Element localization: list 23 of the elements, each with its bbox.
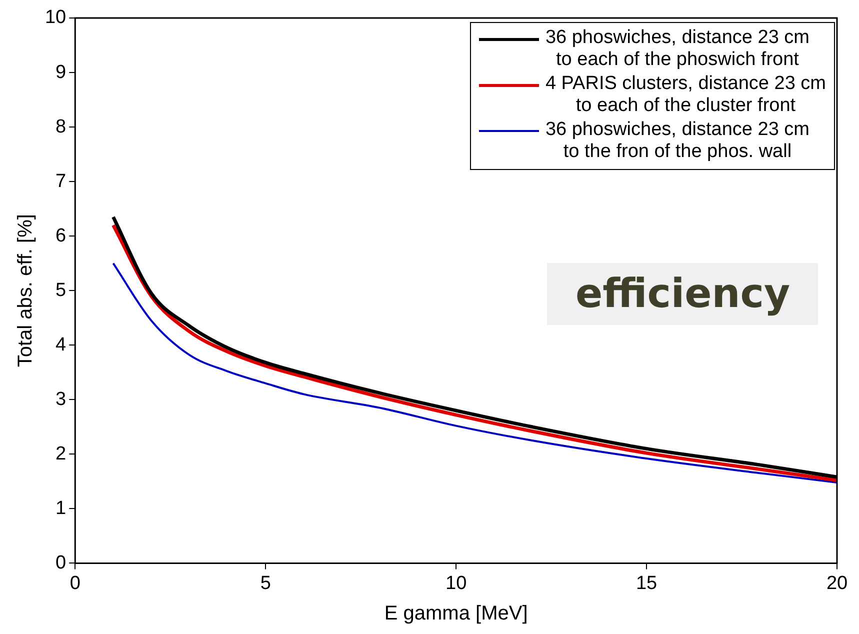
legend-label: 4 PARIS clusters, distance 23 cm to each of the cluster front (545, 73, 826, 117)
line-series (112, 262, 837, 484)
y-tick-label: 8 (56, 116, 66, 138)
y-tick-label: 0 (56, 552, 66, 574)
x-tick-label: 0 (70, 572, 80, 594)
x-tick-label: 15 (636, 572, 658, 594)
x-tick-label: 10 (445, 572, 467, 594)
y-tick-label: 6 (56, 225, 66, 246)
y-tick-label: 1 (56, 498, 66, 519)
legend-label: 36 phoswiches, distance 23 cm to the fron of the phos. wall (545, 119, 810, 163)
y-tick-label: 9 (56, 62, 66, 83)
x-tick-label: 5 (260, 572, 271, 594)
y-tick-label: 2 (56, 443, 66, 464)
x-axis-title: E gamma [MeV] (384, 602, 528, 625)
x-tick-label: 20 (826, 572, 848, 594)
y-tick-label: 3 (56, 388, 66, 410)
annotation: efficiency (547, 263, 818, 326)
y-tick-label: 4 (56, 334, 67, 356)
legend-label: 36 phoswiches, distance 23 cm to each of the phoswich front (545, 27, 810, 71)
y-tick-label: 10 (44, 7, 66, 28)
y-axis-title: Total abs. eff. [%] (14, 214, 37, 368)
y-tick-label: 5 (56, 280, 66, 301)
y-tick-label: 7 (56, 170, 66, 192)
